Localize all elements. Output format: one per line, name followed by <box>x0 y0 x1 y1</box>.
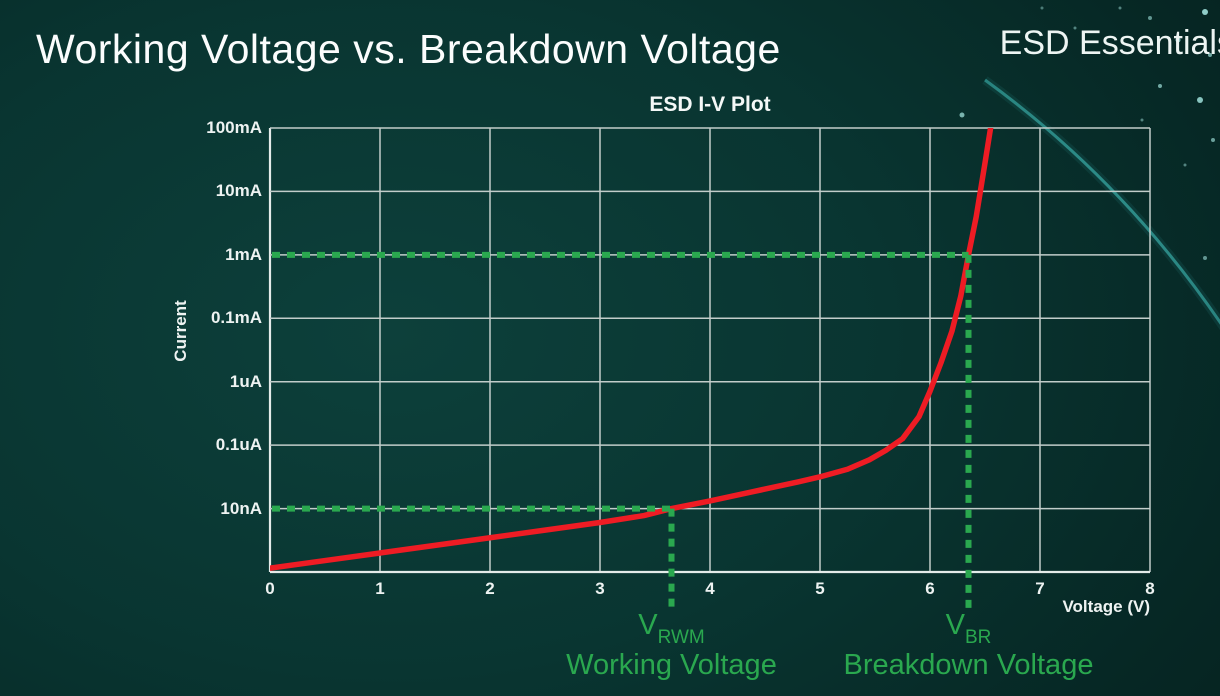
vbr-caption: Breakdown Voltage <box>843 649 1094 682</box>
brand-label: ESD Essentials <box>999 24 1220 62</box>
x-tick-6: 6 <box>925 579 935 598</box>
x-tick-5: 5 <box>815 579 825 598</box>
y-axis-title: Current <box>171 300 190 362</box>
page-title: Working Voltage vs. Breakdown Voltage <box>36 26 781 72</box>
y-tick-0.1uA: 0.1uA <box>215 435 262 455</box>
x-axis-title: Voltage (V) <box>1062 597 1150 616</box>
x-tick-0: 0 <box>265 579 275 598</box>
vbr-symbol: VBR <box>809 609 1129 648</box>
x-tick-7: 7 <box>1035 579 1045 598</box>
vrwm-symbol-sub: RWM <box>657 626 705 648</box>
x-tick-8: 8 <box>1145 579 1155 598</box>
marker-dotted-lines <box>272 251 972 612</box>
x-tick-1: 1 <box>375 579 385 598</box>
decorative-swoosh <box>982 76 1220 331</box>
vrwm-symbol: VRWM <box>512 609 832 648</box>
x-tick-2: 2 <box>485 579 495 598</box>
decorative-dots <box>959 6 1215 260</box>
y-tick-10nA: 10nA <box>220 498 262 518</box>
vbr-symbol-letter: V <box>945 609 965 641</box>
iv-curve <box>270 128 994 571</box>
vrwm-symbol-letter: V <box>638 609 658 641</box>
x-tick-4: 4 <box>705 579 715 598</box>
y-tick-1mA: 1mA <box>225 244 262 264</box>
marker-vbr: VBR Breakdown Voltage <box>809 609 1129 682</box>
chart-title: ESD I-V Plot <box>649 93 771 116</box>
marker-vrwm: VRWM Working Voltage <box>512 609 832 682</box>
y-tick-0.1mA: 0.1mA <box>210 308 262 328</box>
grid-lines <box>268 127 1151 574</box>
y-tick-100mA: 100mA <box>206 118 262 137</box>
x-tick-3: 3 <box>595 579 605 598</box>
vbr-symbol-sub: BR <box>964 626 992 648</box>
vrwm-caption: Working Voltage <box>566 649 777 682</box>
y-tick-10mA: 10mA <box>215 181 262 201</box>
y-tick-1uA: 1uA <box>229 371 262 391</box>
